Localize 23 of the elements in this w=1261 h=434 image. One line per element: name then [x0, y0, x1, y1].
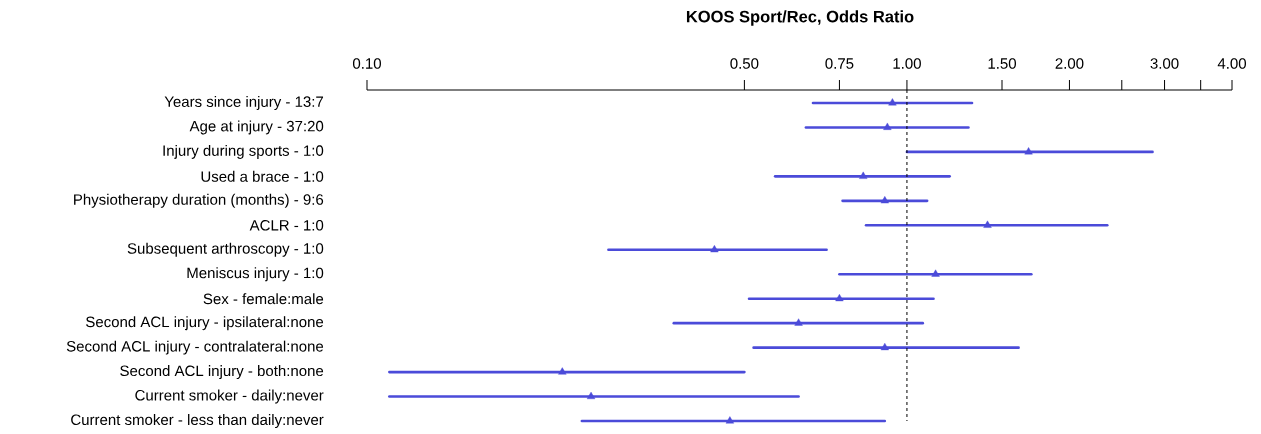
y-tick-label: Current smoker - daily:never — [135, 389, 324, 404]
y-tick-label: Age at injury - 37:20 — [189, 120, 324, 135]
y-tick-label: Years since injury - 13:7 — [164, 95, 324, 110]
y-tick-label: Meniscus injury - 1:0 — [187, 267, 324, 282]
x-tick-label: 1.50 — [988, 58, 1016, 69]
x-tick-label: 0.75 — [825, 58, 854, 69]
y-tick-label: ACLR - 1:0 — [249, 219, 324, 231]
y-tick-label: Sex - female:male — [203, 293, 324, 305]
y-tick-label: Physiotherapy duration (months) - 9:6 — [74, 193, 324, 208]
y-tick-label: Injury during sports - 1:0 — [163, 144, 324, 159]
y-tick-label: Used a brace - 1:0 — [201, 170, 324, 182]
y-tick-label: Subsequent arthroscopy - 1:0 — [127, 242, 324, 257]
y-tick-label: Current smoker - less than daily:never — [71, 414, 324, 429]
y-tick-label: Second ACL injury - contralateral:none — [66, 340, 324, 355]
x-tick-label: 0.10 — [352, 58, 381, 69]
x-tick-label: 0.50 — [730, 58, 759, 69]
x-tick-label: 2.00 — [1055, 58, 1084, 69]
chart-title: KOOS Sport/Rec, Odds Ratio — [686, 10, 914, 26]
y-tick-label: Second ACL injury - ipsilateral:none — [86, 316, 324, 331]
y-tick-label: Second ACL injury - both:none — [120, 365, 324, 380]
x-tick-label: 1.00 — [893, 58, 921, 69]
x-tick-label: 3.00 — [1150, 58, 1179, 69]
x-tick-label: 4.00 — [1217, 58, 1247, 69]
